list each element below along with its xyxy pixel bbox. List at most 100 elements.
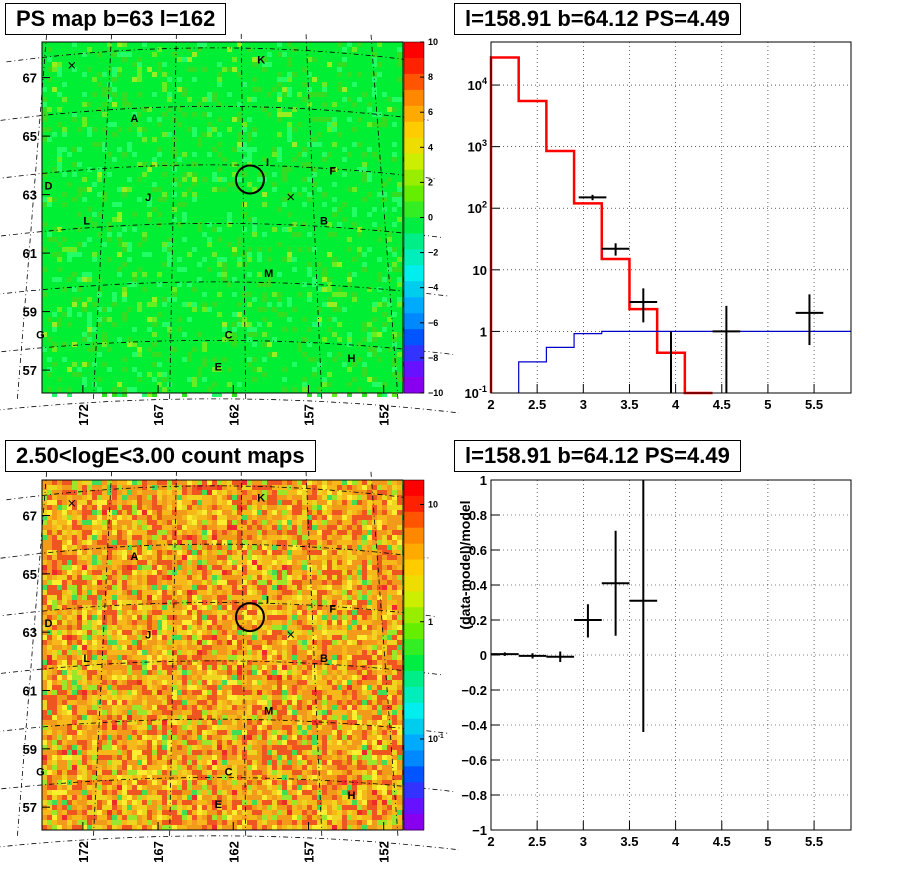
map-pixel — [62, 590, 67, 595]
map-pixel — [392, 107, 397, 112]
map-pixel — [52, 660, 57, 665]
map-pixel — [302, 670, 307, 675]
map-pixel — [367, 750, 372, 755]
map-pixel — [232, 277, 237, 282]
map-pixel — [112, 202, 117, 207]
map-pixel — [362, 565, 367, 570]
map-pixel — [262, 670, 267, 675]
map-pixel — [137, 810, 142, 815]
map-pixel — [162, 670, 167, 675]
map-pixel — [167, 242, 172, 247]
map-pixel — [357, 590, 362, 595]
map-pixel — [307, 625, 312, 630]
map-pixel — [72, 760, 77, 765]
map-pixel — [282, 615, 287, 620]
map-pixel — [92, 347, 97, 352]
map-pixel — [92, 570, 97, 575]
map-pixel — [347, 640, 352, 645]
map-pixel — [232, 695, 237, 700]
map-pixel — [52, 480, 57, 485]
map-pixel — [107, 595, 112, 600]
map-pixel — [112, 302, 117, 307]
map-pixel — [242, 740, 247, 745]
map-pixel — [197, 485, 202, 490]
map-pixel — [92, 212, 97, 217]
map-pixel — [192, 760, 197, 765]
map-pixel — [97, 605, 102, 610]
map-pixel — [192, 625, 197, 630]
map-pixel — [192, 615, 197, 620]
map-pixel — [107, 685, 112, 690]
map-pixel — [322, 625, 327, 630]
map-pixel — [167, 505, 172, 510]
map-pixel — [207, 660, 212, 665]
map-pixel — [167, 600, 172, 605]
map-pixel — [217, 805, 222, 810]
map-pixel — [282, 655, 287, 660]
map-pixel — [362, 615, 367, 620]
map-pixel — [167, 730, 172, 735]
map-pixel — [382, 790, 387, 795]
map-pixel — [137, 795, 142, 800]
map-pixel — [182, 485, 187, 490]
map-pixel — [202, 640, 207, 645]
map-pixel — [392, 505, 397, 510]
map-pixel — [297, 730, 302, 735]
map-pixel — [287, 122, 292, 127]
x-tick-label: 152 — [377, 404, 392, 426]
map-pixel — [147, 515, 152, 520]
map-pixel — [122, 660, 127, 665]
map-pixel — [112, 750, 117, 755]
map-pixel — [347, 392, 352, 397]
map-pixel — [157, 780, 162, 785]
map-pixel — [192, 795, 197, 800]
map-pixel — [77, 705, 82, 710]
map-pixel — [327, 685, 332, 690]
map-pixel — [217, 152, 222, 157]
map-pixel — [137, 755, 142, 760]
map-pixel — [72, 342, 77, 347]
map-pixel — [397, 565, 402, 570]
map-pixel — [167, 490, 172, 495]
map-pixel — [42, 660, 47, 665]
map-pixel — [272, 352, 277, 357]
map-pixel — [112, 77, 117, 82]
map-pixel — [337, 62, 342, 67]
map-pixel — [352, 292, 357, 297]
map-pixel — [142, 575, 147, 580]
map-pixel — [237, 680, 242, 685]
map-pixel — [107, 560, 112, 565]
map-pixel — [342, 765, 347, 770]
map-pixel — [57, 252, 62, 257]
map-pixel — [372, 615, 377, 620]
map-pixel — [72, 272, 77, 277]
map-pixel — [372, 57, 377, 62]
map-pixel — [267, 760, 272, 765]
map-pixel — [302, 790, 307, 795]
map-pixel — [67, 520, 72, 525]
map-pixel — [57, 162, 62, 167]
map-pixel — [312, 117, 317, 122]
map-pixel — [392, 372, 397, 377]
map-pixel — [162, 605, 167, 610]
map-pixel — [367, 107, 372, 112]
map-pixel — [307, 615, 312, 620]
map-pixel — [67, 367, 72, 372]
map-pixel — [137, 610, 142, 615]
map-pixel — [272, 625, 277, 630]
map-pixel — [97, 52, 102, 57]
map-pixel — [282, 167, 287, 172]
map-pixel — [267, 92, 272, 97]
map-pixel — [232, 580, 237, 585]
map-pixel — [212, 127, 217, 132]
map-pixel — [182, 770, 187, 775]
map-pixel — [287, 575, 292, 580]
map-pixel — [247, 630, 252, 635]
map-pixel — [337, 805, 342, 810]
map-pixel — [237, 480, 242, 485]
map-pixel — [207, 97, 212, 102]
map-pixel — [362, 520, 367, 525]
map-pixel — [107, 630, 112, 635]
map-pixel — [372, 630, 377, 635]
map-pixel — [322, 192, 327, 197]
